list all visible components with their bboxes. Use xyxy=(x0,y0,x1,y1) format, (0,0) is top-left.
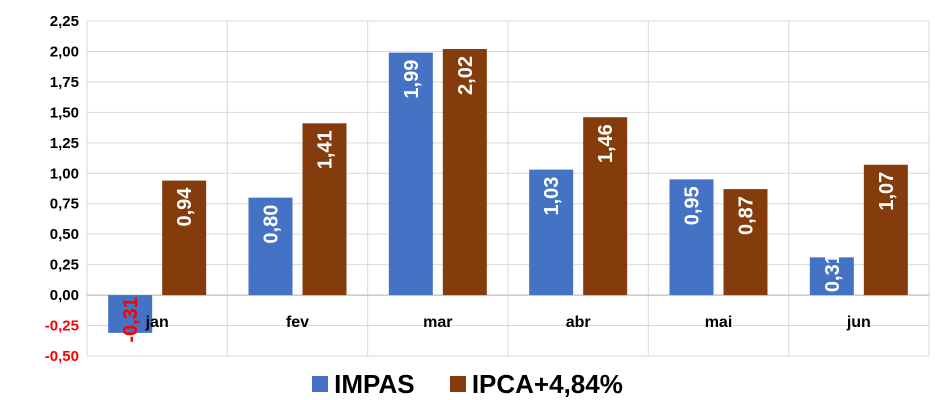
x-tick-label: jun xyxy=(846,314,871,331)
data-label: 1,99 xyxy=(401,60,423,99)
bar-ipca-jan xyxy=(162,180,207,296)
bar-impas-jun xyxy=(809,257,854,296)
y-tick-label: 1,25 xyxy=(50,135,79,152)
data-label: 0,31 xyxy=(822,253,844,292)
legend-swatch-impas xyxy=(312,376,329,392)
data-label: 0,94 xyxy=(174,187,196,227)
legend-item-impas: IMPAS xyxy=(312,368,415,400)
bar-impas-jan xyxy=(108,295,153,333)
data-label: 1,41 xyxy=(315,130,337,169)
bar-impas-mar xyxy=(388,52,433,296)
x-tick-label: abr xyxy=(566,314,591,331)
legend-label-impas: IMPAS xyxy=(334,368,415,399)
legend: IMPAS IPCA+4,84% xyxy=(0,368,935,400)
data-label: 2,02 xyxy=(455,56,477,95)
legend-item-ipca: IPCA+4,84% xyxy=(449,368,623,400)
y-tick-label: 1,50 xyxy=(50,104,79,121)
bar-impas-fev xyxy=(248,197,293,296)
x-tick-label: mai xyxy=(705,314,733,331)
bar-ipca-abr xyxy=(583,117,628,296)
x-tick-label: fev xyxy=(286,314,309,331)
bar-ipca-jun xyxy=(863,164,908,296)
data-label: 0,95 xyxy=(682,186,704,225)
y-tick-label: 0,00 xyxy=(50,287,79,304)
y-tick-label: 1,00 xyxy=(50,165,79,182)
bar-ipca-mai xyxy=(723,189,768,296)
data-label: 0,80 xyxy=(261,205,283,244)
bar-impas-mai xyxy=(669,179,714,296)
data-label: 1,46 xyxy=(595,124,617,163)
bar-chart: -0,50 -0,25 0,00 0,25 0,50 0,75 1,00 1,25 1,50 1,… xyxy=(45,13,930,365)
y-tick-label: -0,25 xyxy=(45,318,79,335)
legend-label-ipca: IPCA+4,84% xyxy=(471,368,623,399)
y-tick-label: 0,75 xyxy=(50,196,79,213)
data-label: -0,31 xyxy=(120,297,142,343)
data-label: 0,87 xyxy=(736,196,758,235)
bar-impas-abr xyxy=(529,169,574,296)
y-tick-label: 2,00 xyxy=(50,43,79,60)
y-tick-label: -0,50 xyxy=(45,348,79,365)
bar-ipca-mar xyxy=(442,49,487,296)
y-tick-label: 1,75 xyxy=(50,74,79,91)
x-tick-label: jan xyxy=(145,314,169,331)
legend-swatch-ipca xyxy=(449,376,466,392)
data-label: 1,03 xyxy=(541,177,563,216)
data-label: 1,07 xyxy=(876,172,898,211)
y-tick-label: 0,50 xyxy=(50,226,79,243)
bar-ipca-fev xyxy=(302,123,347,296)
y-tick-label: 0,25 xyxy=(50,257,79,274)
y-tick-label: 2,25 xyxy=(50,13,79,30)
x-tick-label: mar xyxy=(423,314,452,331)
